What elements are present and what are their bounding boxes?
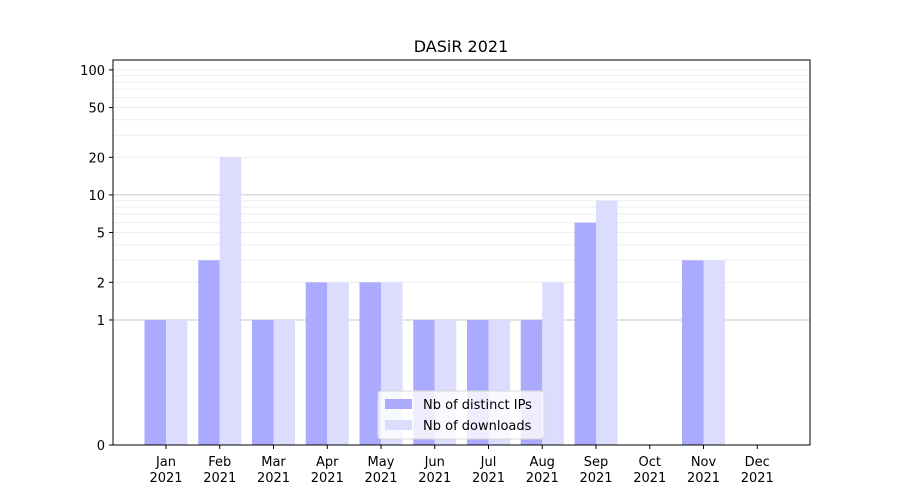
bar-downloads — [703, 260, 725, 445]
x-tick-label: Jul 2021 — [472, 455, 505, 486]
x-tick-label: Jun 2021 — [418, 455, 451, 486]
y-tick-label: 50 — [88, 102, 105, 117]
y-tick-label: 2 — [97, 276, 105, 291]
bar-downloads — [219, 157, 242, 445]
chart-title: DASiR 2021 — [414, 37, 509, 56]
x-tick-label: May 2021 — [364, 455, 397, 486]
bar-distinct-ips — [252, 319, 274, 445]
bar-downloads — [542, 282, 564, 445]
legend-box — [377, 390, 545, 440]
x-tick-label: Oct 2021 — [633, 455, 666, 486]
bar-distinct-ips — [144, 319, 166, 445]
x-tick-label: Jan 2021 — [149, 455, 182, 486]
x-tick-label: Nov 2021 — [687, 455, 720, 486]
y-tick-label: 5 — [97, 227, 105, 242]
y-tick-label: 1 — [97, 314, 105, 329]
y-tick-label: 10 — [88, 189, 105, 204]
y-tick-label: 20 — [88, 151, 105, 166]
plot-frame — [112, 59, 811, 446]
bar-downloads — [327, 282, 349, 445]
legend-label: Nb of distinct IPs — [423, 398, 532, 413]
bar-downloads — [166, 319, 188, 445]
x-tick-label: Aug 2021 — [526, 455, 559, 486]
axis-layer: 0 1 2 5 10 20 50 100 Jan 2021 Feb 2021 Mar 2021 Apr 202… — [80, 64, 774, 486]
x-tick-label: Dec 2021 — [741, 455, 774, 486]
bar-distinct-ips — [305, 282, 328, 445]
bar-distinct-ips — [198, 260, 220, 445]
legend-swatch — [385, 399, 412, 409]
bar-downloads — [273, 319, 295, 445]
legend-label: Nb of downloads — [423, 419, 532, 434]
y-tick-label: 0 — [97, 439, 105, 454]
legend: Nb of distinct IPs Nb of downloads — [377, 390, 545, 440]
x-tick-label: Feb 2021 — [203, 455, 236, 486]
bar-distinct-ips — [682, 260, 704, 445]
x-tick-label: Apr 2021 — [311, 455, 344, 486]
legend-swatch — [385, 420, 412, 430]
y-tick-label: 100 — [80, 64, 105, 79]
x-tick-label: Mar 2021 — [257, 455, 290, 486]
bar-distinct-ips — [574, 222, 596, 445]
bar-distinct-ips — [359, 282, 381, 445]
bar-downloads — [596, 200, 618, 445]
x-tick-label: Sep 2021 — [579, 455, 612, 486]
